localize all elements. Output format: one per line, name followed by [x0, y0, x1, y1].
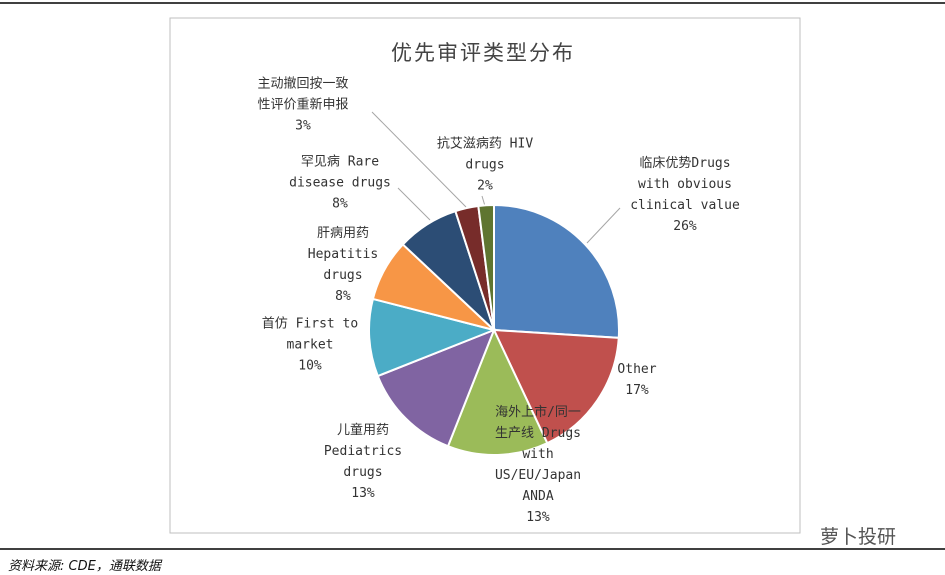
slice-label: 罕见病 Rare disease drugs 8% — [289, 152, 391, 215]
value-label: 26% — [673, 219, 697, 234]
pie-slice — [493, 203, 620, 339]
slice-label: 临床优势Drugs with obvious clinical value 26% — [630, 153, 740, 237]
category-label: 首仿 First to market — [261, 316, 359, 353]
value-label: 3% — [295, 118, 311, 134]
value-label: 13% — [351, 486, 375, 501]
slice-label: 主动撤回按一致 性评价重新申报 3% — [257, 74, 348, 137]
chart-title: 优先审评类型分布 — [391, 41, 575, 65]
pie-slice — [446, 327, 549, 456]
slice-label: Other 17% — [617, 359, 656, 401]
slice-label: 肝病用药 Hepatitis drugs 8% — [308, 223, 378, 307]
category-label: 主动撤回按一致 性评价重新申报 — [257, 76, 349, 113]
value-label: 17% — [625, 383, 649, 398]
category-label: 儿童用药 Pediatrics drugs — [323, 423, 403, 480]
category-label: 海外上市/同一 生产线 Drugs with US/EU/Japan ANDA — [494, 405, 582, 504]
value-label: 8% — [332, 196, 348, 212]
slice-label: 首仿 First to market 10% — [262, 314, 358, 377]
category-label: 肝病用药 Hepatitis drugs — [307, 226, 379, 283]
category-label: 临床优势Drugs with obvious clinical value — [630, 156, 740, 213]
value-label: 8% — [335, 289, 351, 304]
slice-label: 海外上市/同一 生产线 Drugs with US/EU/Japan ANDA 1… — [495, 402, 581, 528]
pie-slice — [376, 328, 496, 448]
category-label: 罕见病 Rare disease drugs — [289, 154, 391, 191]
leader-line — [481, 195, 486, 207]
watermark: 萝卜投研 — [820, 526, 897, 548]
pie-slice — [368, 297, 498, 378]
category-label: 抗艾滋病药 HIV drugs — [436, 136, 534, 173]
value-label: 10% — [298, 358, 322, 374]
value-label: 2% — [477, 178, 493, 194]
slice-label: 抗艾滋病药 HIV drugs 2% — [437, 134, 533, 197]
leader-line — [371, 111, 467, 208]
pie-slice — [492, 328, 620, 445]
pie-slice — [477, 203, 495, 331]
value-label: 13% — [526, 510, 550, 525]
leader-line — [586, 207, 621, 244]
slice-label: 儿童用药 Pediatrics drugs 13% — [324, 420, 402, 504]
leader-line — [397, 187, 431, 221]
source-note: 资料来源: CDE，通联数据 — [8, 559, 161, 574]
category-label: Other — [617, 362, 657, 377]
